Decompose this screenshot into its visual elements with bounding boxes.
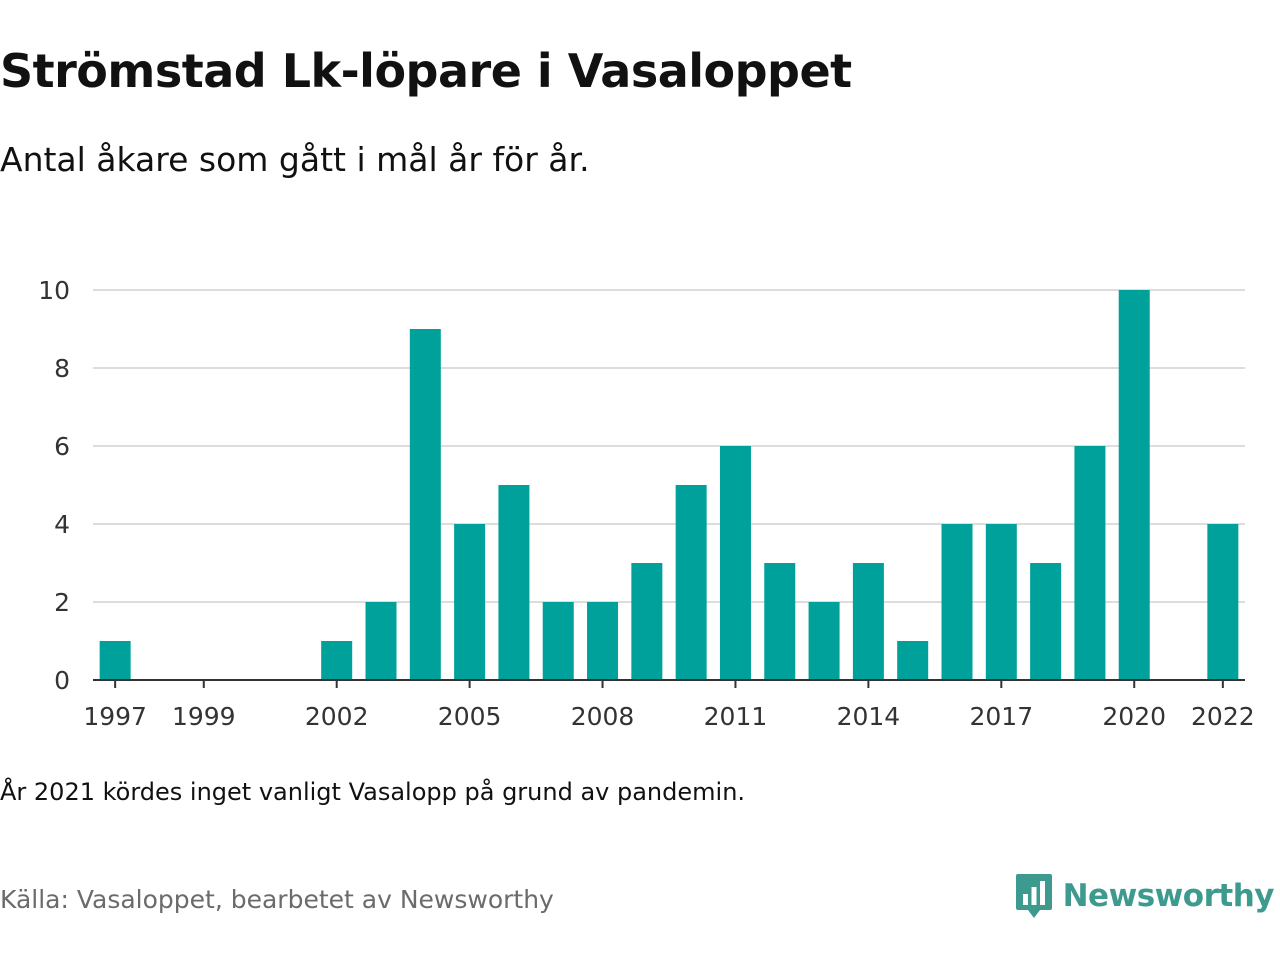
x-tick-label-2020: 2020 [1102,702,1166,731]
x-tick-label-2017: 2017 [969,702,1033,731]
bar-2017 [985,524,1017,680]
x-tick-label-2011: 2011 [704,702,768,731]
y-tick-label-10: 10 [38,276,70,305]
bar-2009 [631,563,663,680]
bar-2018 [1030,563,1062,680]
newsworthy-logo-icon [1015,874,1052,918]
x-tick-label-2014: 2014 [837,702,901,731]
brand: Newsworthy [1015,872,1275,920]
bar-2002 [321,641,353,680]
bar-1997 [99,641,131,680]
chart-subtitle: Antal åkare som gått i mål år för år. [0,140,590,179]
bar-2003 [365,602,397,680]
y-tick-label-6: 6 [54,432,70,461]
bar-2015 [897,641,929,680]
y-tick-label-8: 8 [54,354,70,383]
bar-2008 [587,602,619,680]
x-tick-label-2002: 2002 [305,702,369,731]
bar-2014 [852,563,884,680]
x-tick-label-1997: 1997 [83,702,147,731]
bar-2022 [1207,524,1239,680]
x-tick-label-2008: 2008 [571,702,635,731]
chart-note: År 2021 kördes inget vanligt Vasalopp på… [0,778,746,806]
bar-2013 [808,602,840,680]
tick-labels: 0 2 4 6 8 10 1997 1999 2002 2005 2008 2011 2014 2017 2… [38,276,1254,731]
grid-lines [93,289,1245,603]
bar-2004 [409,329,441,680]
bar-2007 [542,602,574,680]
bar-2010 [675,485,707,680]
x-tick-label-2005: 2005 [438,702,502,731]
bar-2006 [498,485,530,680]
x-tick-label-2022: 2022 [1191,702,1255,731]
bar-2005 [454,524,486,680]
bar-2016 [941,524,973,680]
chart-title: Strömstad Lk-löpare i Vasaloppet [0,44,852,98]
bar-2012 [764,563,796,680]
y-tick-label-0: 0 [54,666,70,695]
bar-2020 [1118,290,1150,680]
bar-2019 [1074,446,1106,680]
source-credit: Källa: Vasaloppet, bearbetet av Newswort… [0,885,554,914]
y-tick-label-4: 4 [54,510,70,539]
axes [93,679,1245,688]
x-tick-label-1999: 1999 [172,702,236,731]
bar-2011 [719,446,751,680]
bars [99,290,1239,680]
bar-chart: 0 2 4 6 8 10 1997 1999 2002 2005 2008 2011 2014 2017 2… [38,276,1254,731]
y-tick-label-2: 2 [54,588,70,617]
brand-name: Newsworthy [1062,878,1275,914]
